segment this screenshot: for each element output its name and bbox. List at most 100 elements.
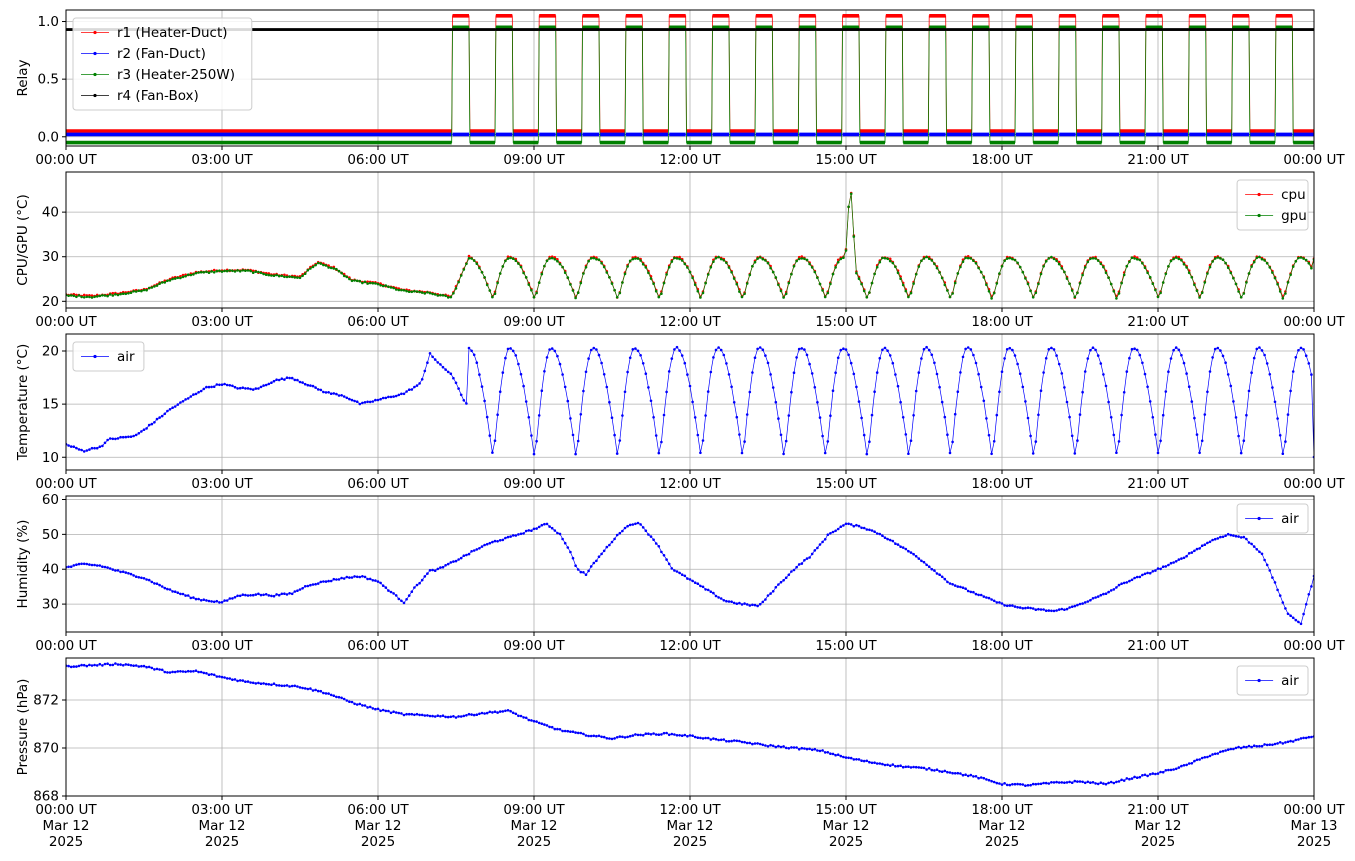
data-point bbox=[865, 296, 869, 299]
data-point bbox=[660, 733, 663, 736]
data-point bbox=[883, 536, 887, 539]
data-point bbox=[1068, 606, 1071, 609]
data-point bbox=[899, 545, 902, 548]
data-point bbox=[259, 271, 263, 275]
data-point bbox=[792, 568, 796, 572]
data-point bbox=[210, 600, 213, 603]
data-point bbox=[1273, 581, 1277, 584]
data-point bbox=[764, 744, 767, 747]
data-point bbox=[985, 596, 988, 599]
data-point bbox=[192, 596, 195, 599]
data-point bbox=[764, 598, 767, 601]
data-point bbox=[134, 575, 138, 578]
data-point bbox=[251, 271, 255, 275]
data-point bbox=[332, 392, 336, 395]
data-point bbox=[85, 562, 89, 566]
data-point bbox=[610, 737, 614, 741]
data-point bbox=[977, 266, 980, 270]
data-point bbox=[836, 356, 840, 360]
data-point bbox=[433, 358, 437, 361]
data-point bbox=[1193, 416, 1196, 420]
data-point bbox=[1109, 780, 1113, 784]
data-point bbox=[1143, 773, 1147, 777]
y-axis-label: Temperature (°C) bbox=[15, 344, 31, 462]
data-point bbox=[1133, 576, 1136, 580]
data-point bbox=[407, 290, 411, 294]
data-point bbox=[722, 259, 726, 262]
data-point bbox=[1104, 782, 1108, 786]
data-point bbox=[956, 771, 960, 775]
data-point bbox=[1102, 782, 1105, 785]
data-point bbox=[1115, 451, 1118, 455]
data-point bbox=[1052, 781, 1056, 784]
data-point bbox=[264, 383, 268, 387]
data-point bbox=[1086, 600, 1090, 603]
data-point bbox=[657, 451, 661, 455]
data-point bbox=[212, 600, 216, 604]
data-point bbox=[875, 371, 879, 374]
data-point bbox=[693, 283, 697, 287]
data-point bbox=[337, 578, 341, 581]
data-point bbox=[813, 270, 817, 274]
data-point bbox=[543, 723, 546, 726]
data-point bbox=[709, 590, 713, 593]
data-point bbox=[319, 580, 323, 584]
x-tick-label: 06:00 UT bbox=[347, 476, 409, 492]
data-point bbox=[548, 257, 551, 260]
data-point bbox=[1109, 416, 1113, 419]
data-point bbox=[696, 289, 700, 293]
data-point bbox=[1021, 607, 1025, 610]
y-tick-label: 868 bbox=[33, 789, 59, 805]
data-point bbox=[1148, 400, 1152, 403]
data-point bbox=[969, 773, 973, 777]
data-point bbox=[956, 272, 960, 275]
data-point bbox=[740, 295, 744, 299]
data-point bbox=[327, 692, 330, 695]
data-point bbox=[597, 353, 601, 357]
data-point bbox=[896, 384, 900, 388]
data-point bbox=[891, 763, 895, 766]
data-point bbox=[1268, 266, 1272, 269]
data-point bbox=[389, 395, 393, 399]
data-point bbox=[1039, 608, 1043, 611]
data-point bbox=[790, 272, 793, 276]
data-point bbox=[293, 684, 297, 688]
data-point bbox=[966, 589, 970, 593]
data-point bbox=[1252, 545, 1256, 548]
data-point bbox=[831, 530, 835, 534]
data-point bbox=[938, 573, 941, 576]
data-point bbox=[1065, 781, 1069, 784]
data-point bbox=[205, 385, 208, 389]
data-point bbox=[680, 354, 684, 357]
data-point bbox=[244, 387, 247, 390]
data-point bbox=[795, 746, 798, 749]
data-point bbox=[784, 746, 788, 750]
data-point bbox=[613, 433, 616, 437]
x-tick-label: 00:00 UT bbox=[1283, 152, 1345, 168]
data-point bbox=[194, 392, 198, 396]
data-point bbox=[441, 294, 445, 297]
data-point bbox=[532, 719, 536, 723]
data-point bbox=[1141, 361, 1144, 365]
data-point bbox=[322, 390, 325, 394]
data-point bbox=[1146, 271, 1149, 275]
y-tick-label: 30 bbox=[42, 597, 59, 613]
data-point bbox=[990, 598, 993, 601]
data-point bbox=[1107, 590, 1110, 594]
data-point bbox=[1198, 296, 1201, 299]
data-point bbox=[875, 762, 879, 765]
data-point bbox=[163, 281, 167, 284]
data-point bbox=[246, 680, 250, 683]
data-point bbox=[634, 257, 637, 260]
data-point bbox=[1039, 782, 1043, 786]
data-point bbox=[277, 684, 281, 687]
data-point bbox=[233, 270, 237, 273]
data-point bbox=[194, 669, 198, 672]
x-tick-label: 09:00 UT bbox=[503, 314, 565, 330]
data-point bbox=[314, 582, 317, 586]
data-point bbox=[966, 774, 970, 778]
data-point bbox=[712, 356, 715, 359]
data-point bbox=[719, 348, 723, 352]
data-point bbox=[927, 348, 931, 352]
data-point bbox=[147, 578, 151, 582]
